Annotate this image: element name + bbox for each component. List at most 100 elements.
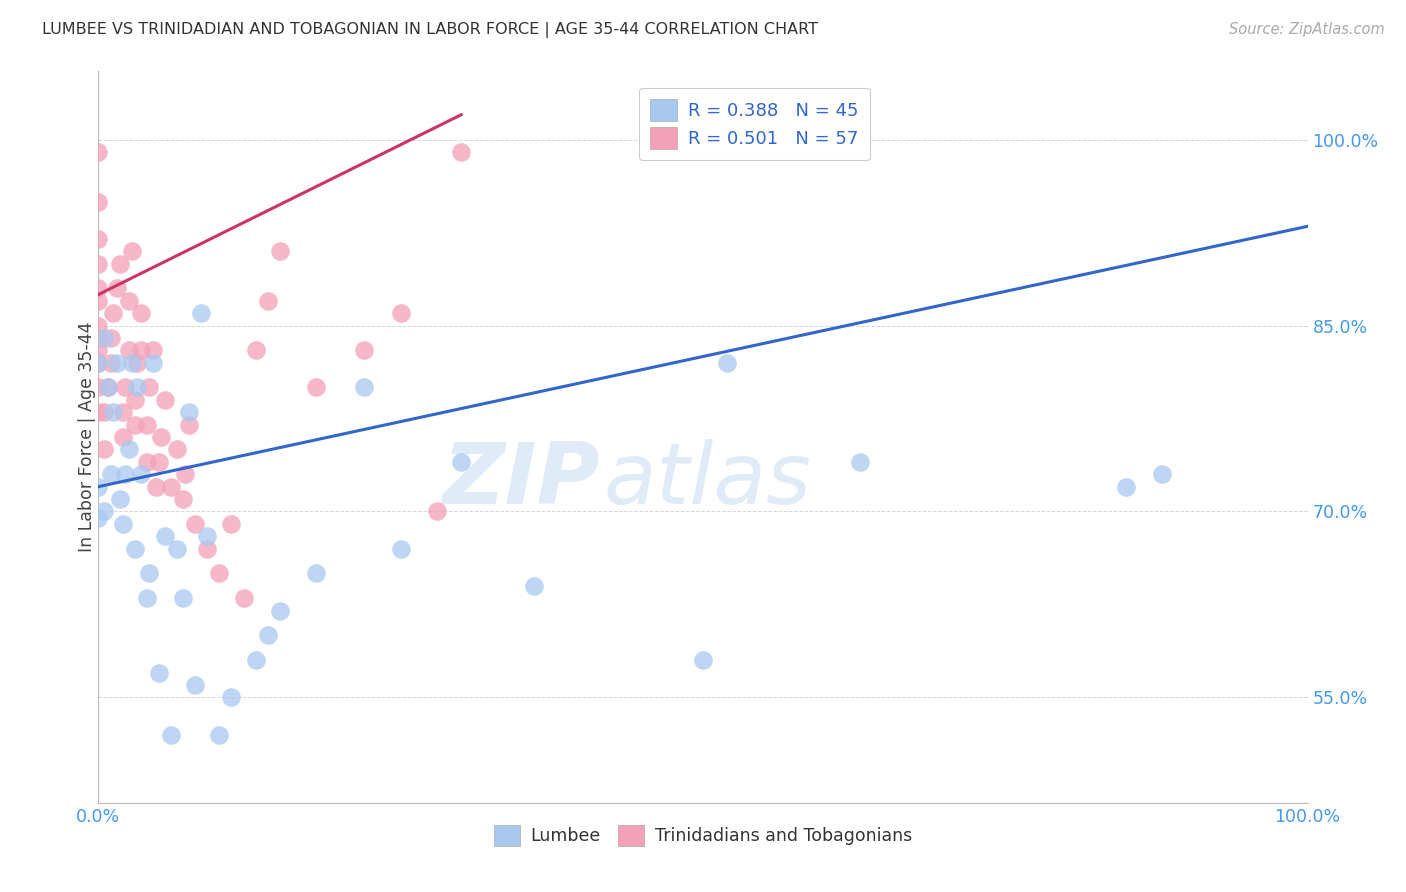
Point: [389, 306, 412, 320]
Point: [256, 293, 278, 308]
Point: [305, 380, 328, 394]
Point: [124, 541, 146, 556]
Point: [1152, 467, 1174, 482]
Point: [124, 392, 146, 407]
Point: [523, 579, 546, 593]
Point: [142, 343, 165, 358]
Point: [150, 430, 173, 444]
Point: [716, 356, 738, 370]
Point: [111, 405, 134, 419]
Text: LUMBEE VS TRINIDADIAN AND TOBAGONIAN IN LABOR FORCE | AGE 35-44 CORRELATION CHAR: LUMBEE VS TRINIDADIAN AND TOBAGONIAN IN …: [42, 22, 818, 38]
Point: [138, 566, 160, 581]
Point: [100, 467, 122, 482]
Point: [329, 827, 352, 841]
Point: [221, 690, 243, 705]
Point: [87, 380, 110, 394]
Point: [108, 256, 131, 270]
Point: [184, 678, 207, 692]
Point: [87, 405, 110, 419]
Point: [135, 455, 157, 469]
Point: [87, 331, 110, 345]
Point: [129, 343, 152, 358]
Point: [101, 306, 124, 320]
Point: [97, 380, 120, 394]
Point: [184, 516, 207, 531]
Point: [353, 343, 375, 358]
Point: [179, 405, 201, 419]
Point: [93, 405, 115, 419]
Point: [145, 480, 167, 494]
Point: [93, 504, 115, 518]
Point: [111, 430, 134, 444]
Point: [172, 491, 194, 506]
Point: [87, 343, 110, 358]
Point: [232, 591, 254, 606]
Point: [93, 442, 115, 457]
Point: [87, 145, 110, 159]
Point: [87, 356, 110, 370]
Point: [87, 281, 110, 295]
Point: [121, 244, 143, 259]
Point: [245, 653, 267, 667]
Text: atlas: atlas: [603, 440, 811, 523]
Point: [179, 417, 201, 432]
Point: [124, 417, 146, 432]
Point: [148, 455, 170, 469]
Point: [148, 665, 170, 680]
Text: ZIP: ZIP: [443, 440, 600, 523]
Point: [114, 380, 136, 394]
Point: [190, 306, 212, 320]
Point: [101, 405, 124, 419]
Point: [105, 356, 128, 370]
Point: [160, 728, 183, 742]
Point: [426, 504, 449, 518]
Point: [118, 293, 141, 308]
Point: [172, 591, 194, 606]
Point: [269, 244, 291, 259]
Point: [87, 480, 110, 494]
Point: [127, 380, 149, 394]
Point: [389, 541, 412, 556]
Point: [100, 356, 122, 370]
Point: [135, 591, 157, 606]
Point: [129, 306, 152, 320]
Point: [129, 467, 152, 482]
Point: [142, 356, 165, 370]
Point: [111, 516, 134, 531]
Point: [153, 392, 176, 407]
Point: [849, 455, 872, 469]
Point: [1115, 480, 1137, 494]
Point: [195, 529, 218, 543]
Point: [153, 529, 176, 543]
Point: [87, 293, 110, 308]
Point: [269, 604, 291, 618]
Point: [353, 380, 375, 394]
Point: [305, 566, 328, 581]
Point: [87, 232, 110, 246]
Point: [93, 331, 115, 345]
Point: [105, 281, 128, 295]
Point: [256, 628, 278, 642]
Text: Source: ZipAtlas.com: Source: ZipAtlas.com: [1229, 22, 1385, 37]
Point: [160, 480, 183, 494]
Point: [87, 510, 110, 524]
Point: [100, 331, 122, 345]
Point: [108, 491, 131, 506]
Point: [87, 318, 110, 333]
Point: [208, 566, 231, 581]
Point: [118, 442, 141, 457]
Point: [221, 516, 243, 531]
Point: [114, 467, 136, 482]
Point: [127, 356, 149, 370]
Point: [692, 653, 714, 667]
Point: [87, 194, 110, 209]
Point: [245, 343, 267, 358]
Point: [87, 356, 110, 370]
Point: [87, 256, 110, 270]
Point: [121, 356, 143, 370]
Point: [450, 145, 472, 159]
Point: [208, 728, 231, 742]
Point: [138, 380, 160, 394]
Point: [450, 455, 472, 469]
Point: [166, 442, 188, 457]
